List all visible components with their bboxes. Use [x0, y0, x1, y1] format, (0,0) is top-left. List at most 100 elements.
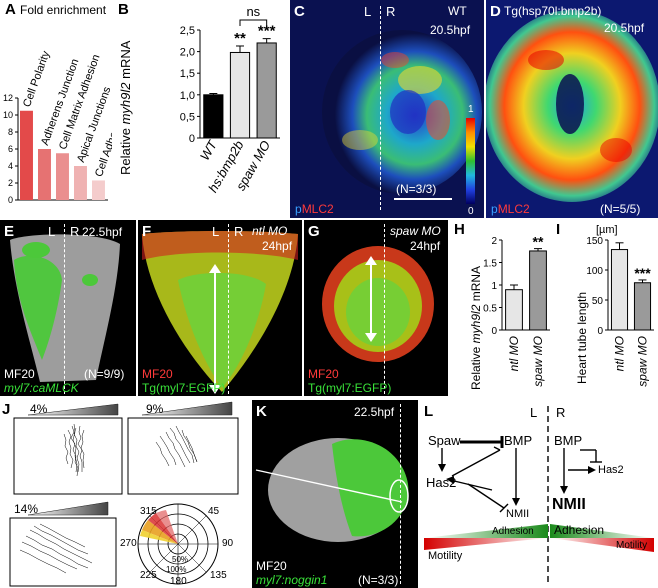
y-axis-label: Heart tube length	[575, 292, 589, 384]
condition-label: WT	[448, 4, 467, 18]
adhesion-right-label: Adhesion	[554, 523, 605, 537]
midline	[228, 224, 229, 394]
chart-i: 0 50 100 150 ntl MO spaw MO Heart tube length *…	[575, 236, 654, 387]
y-tick-label: 1,0	[180, 90, 195, 102]
scale-min-label: 0	[468, 206, 474, 217]
y-tick-label: 0	[8, 195, 13, 205]
micrograph-e	[10, 234, 120, 382]
y-tick-label: 6	[8, 144, 13, 154]
scale-max-label: 1	[468, 104, 474, 115]
time-label: 22.5hpf	[354, 405, 395, 419]
bar	[38, 149, 51, 200]
micrograph-f	[142, 231, 298, 392]
panel-d-label: D	[490, 3, 501, 20]
panel-b: B 0 0,5 1,0 1,5 2,0 2,5 WT hs:bmp2b spaw MO Relat…	[114, 0, 290, 208]
panel-h: H 0 0.5 1 1.5 2 ntl MO spaw MO Relative myh9l2 …	[450, 220, 554, 396]
model-diagram	[424, 406, 654, 586]
time-label: 20.5hpf	[604, 21, 645, 35]
y-tick-label: 1.5	[483, 259, 497, 270]
unit-label: [µm]	[596, 224, 618, 236]
color-scale-bar	[466, 118, 475, 204]
y-tick-label: 12	[3, 93, 13, 103]
panel-d: D Tg(hsp70l:bmp2b) 20.5hpf pMLC2 (N=5/5)	[486, 0, 658, 218]
panel-k-label: K	[256, 403, 267, 420]
transgene-label: Tg(myl7:EGFP)	[142, 381, 226, 395]
stain-label: pMLC2	[491, 202, 530, 216]
panel-g: G spaw MO 24hpf MF20 Tg(myl7:EGFP)	[304, 220, 448, 396]
gradient-label-9: 9%	[146, 402, 164, 416]
angle-90: 90	[222, 538, 234, 549]
ring-100: 100%	[166, 565, 187, 574]
n-label: (N=3/3)	[396, 182, 437, 196]
y-tick-label: 1,5	[180, 68, 195, 80]
left-side-label: L	[212, 224, 220, 239]
panel-k: K 22.5hpf MF20 myl7:noggin1 (N=3/3)	[252, 400, 418, 588]
heatmap-image-d	[486, 0, 658, 218]
stain-label: pMLC2	[295, 202, 334, 216]
has2-left-label: Has2	[426, 475, 457, 490]
adhesion-left-label: Adhesion	[492, 526, 534, 537]
stain-label: MF20	[308, 367, 339, 381]
sig-spaw: ***	[634, 265, 651, 281]
mo-label: ntl MO	[252, 224, 288, 238]
ns-label: ns	[246, 4, 260, 19]
nmii-left-label: NMII	[506, 508, 530, 520]
bar	[529, 250, 547, 331]
angle-315: 315	[140, 506, 157, 517]
midline	[380, 6, 381, 210]
angle-270: 270	[120, 538, 137, 549]
right-side-label: R	[386, 4, 396, 19]
transgene-label: myl7:caMLCK	[4, 381, 79, 395]
panel-l: L L R Spaw BMP BMP Has2 Has2 NMII NMII M…	[420, 400, 658, 588]
heatmap-image-c	[290, 0, 484, 218]
panel-f: F L R ntl MO 24hpf MF20 Tg(myl7:EGFP)	[138, 220, 302, 396]
panel-a: A Fold enrichment 0 2 4 6 8 10 12 Cell Polarity…	[0, 0, 112, 208]
midline	[400, 404, 401, 584]
y-tick-label: 0	[189, 133, 195, 145]
n-label: (N=9/9)	[84, 367, 125, 381]
sig-spaw: ***	[258, 23, 276, 40]
micrograph-k	[255, 438, 409, 542]
bar	[20, 110, 33, 200]
motility-right-label: Motility	[616, 540, 648, 551]
panel-i: I [µm] 0 50 100 150 ntl MO spaw MO Heart tube …	[556, 220, 658, 396]
angle-45: 45	[208, 506, 220, 517]
right-side-label: R	[234, 224, 244, 239]
ring-50: 50%	[172, 555, 189, 564]
panel-f-label: F	[142, 223, 152, 240]
y-tick-label: 10	[3, 110, 13, 120]
nmii-right-label: NMII	[552, 496, 586, 513]
stain-mlc: MLC2	[301, 202, 334, 216]
ns-bracket	[239, 19, 268, 26]
angle-135: 135	[210, 570, 227, 581]
panel-e-label: E	[4, 223, 15, 240]
time-label: 20.5hpf	[430, 23, 471, 37]
bar	[92, 180, 105, 200]
bar	[74, 166, 87, 200]
bmp-left-label: BMP	[504, 433, 533, 448]
stain-label: MF20	[4, 367, 35, 381]
time-label: 24hpf	[262, 239, 293, 253]
category-label: spaw MO	[531, 336, 545, 387]
stain-label: MF20	[142, 367, 173, 381]
panel-g-label: G	[308, 223, 320, 240]
panel-j: J 4% 9% 14% 315 45 270 90 225 135 180 50…	[0, 400, 248, 588]
panel-a-title: Fold enrichment	[20, 3, 107, 17]
sig-hs: **	[234, 30, 246, 47]
right-side-label: R	[556, 405, 566, 420]
gradient-label-4: 4%	[30, 402, 48, 416]
angle-225: 225	[140, 570, 157, 581]
y-tick-label: 2	[8, 178, 13, 188]
transgene-label: Tg(myl7:EGFP)	[308, 381, 392, 395]
y-tick-label: 8	[8, 127, 13, 137]
category-label: spaw MO	[636, 336, 650, 387]
y-tick-label: 4	[8, 161, 13, 171]
stain-mlc: MLC2	[497, 202, 530, 216]
length-arrow	[209, 264, 221, 394]
y-tick-label: 50	[592, 296, 604, 307]
bar	[203, 94, 224, 139]
stain-label: MF20	[256, 559, 287, 573]
panel-c: C L R WT 20.5hpf 1 0 pMLC2 (N=3/3)	[290, 0, 484, 218]
